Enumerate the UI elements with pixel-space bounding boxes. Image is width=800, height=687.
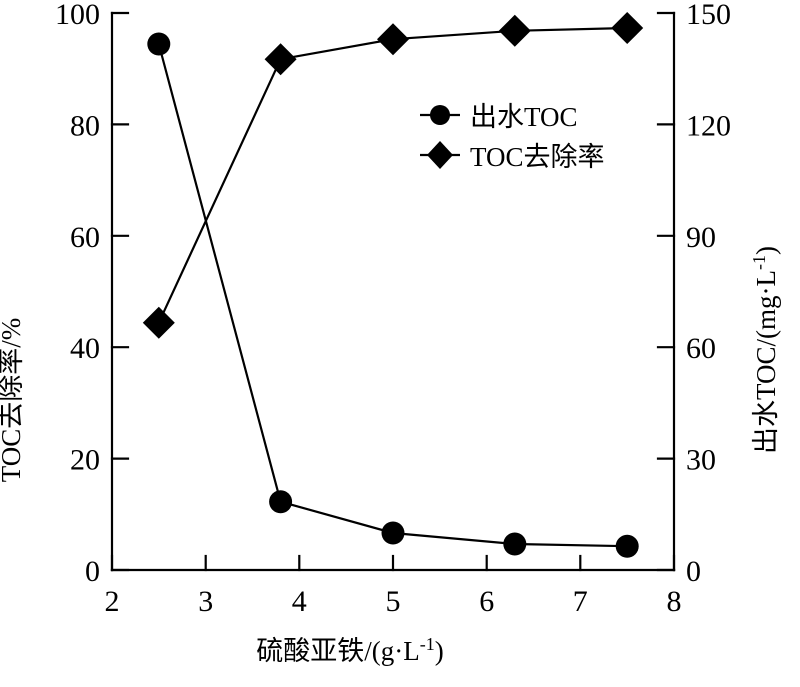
svg-text:60: 60 [686,332,716,365]
svg-text:150: 150 [686,0,731,31]
svg-text:TOC去除率: TOC去除率 [470,142,605,172]
svg-text:80: 80 [70,109,100,142]
svg-text:60: 60 [70,221,100,254]
svg-text:0: 0 [686,555,701,588]
svg-text:40: 40 [70,332,100,365]
svg-text:0: 0 [85,555,100,588]
svg-text:TOC去除率/%: TOC去除率/% [0,318,26,483]
svg-text:5: 5 [386,585,401,618]
svg-text:出水TOC: 出水TOC [470,102,578,132]
svg-text:100: 100 [55,0,100,31]
svg-text:120: 120 [686,109,731,142]
svg-text:3: 3 [198,585,213,618]
svg-text:8: 8 [667,585,682,618]
svg-text:30: 30 [686,444,716,477]
svg-text:90: 90 [686,221,716,254]
svg-text:出水TOC/(mg·L-1): 出水TOC/(mg·L-1) [749,246,781,454]
svg-text:硫酸亚铁/(g·L-1): 硫酸亚铁/(g·L-1) [256,634,443,666]
svg-text:4: 4 [292,585,307,618]
svg-text:20: 20 [70,444,100,477]
svg-text:6: 6 [479,585,494,618]
svg-text:2: 2 [105,585,120,618]
svg-text:7: 7 [573,585,588,618]
